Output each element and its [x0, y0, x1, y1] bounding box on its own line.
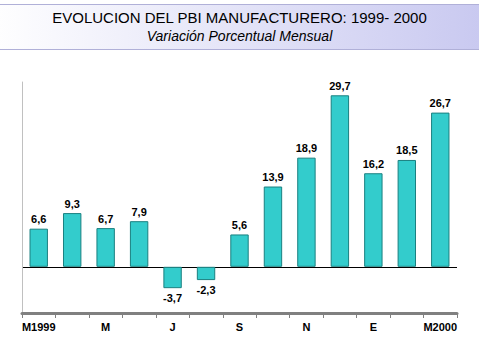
svg-text:M2000: M2000 — [423, 321, 457, 333]
svg-text:7,9: 7,9 — [131, 206, 146, 218]
svg-text:Variación Porcentual Mensual: Variación Porcentual Mensual — [147, 28, 333, 44]
svg-text:18,5: 18,5 — [396, 144, 417, 156]
svg-text:M1999: M1999 — [22, 321, 56, 333]
svg-text:26,7: 26,7 — [430, 97, 451, 109]
svg-text:EVOLUCION DEL PBI MANUFACTURER: EVOLUCION DEL PBI MANUFACTURERO: 1999- 2… — [52, 9, 427, 26]
svg-text:S: S — [236, 321, 243, 333]
svg-text:13,9: 13,9 — [262, 171, 283, 183]
svg-text:18,9: 18,9 — [296, 142, 317, 154]
svg-text:16,2: 16,2 — [363, 158, 384, 170]
svg-text:29,7: 29,7 — [329, 80, 350, 92]
svg-text:-3,7: -3,7 — [163, 292, 182, 304]
svg-text:6,7: 6,7 — [98, 213, 113, 225]
svg-text:N: N — [302, 321, 310, 333]
svg-text:M: M — [101, 321, 110, 333]
svg-text:E: E — [370, 321, 377, 333]
svg-text:-2,3: -2,3 — [197, 284, 216, 296]
svg-text:5,6: 5,6 — [232, 219, 247, 231]
svg-text:J: J — [170, 321, 176, 333]
svg-text:6,6: 6,6 — [31, 213, 46, 225]
svg-text:9,3: 9,3 — [65, 198, 80, 210]
